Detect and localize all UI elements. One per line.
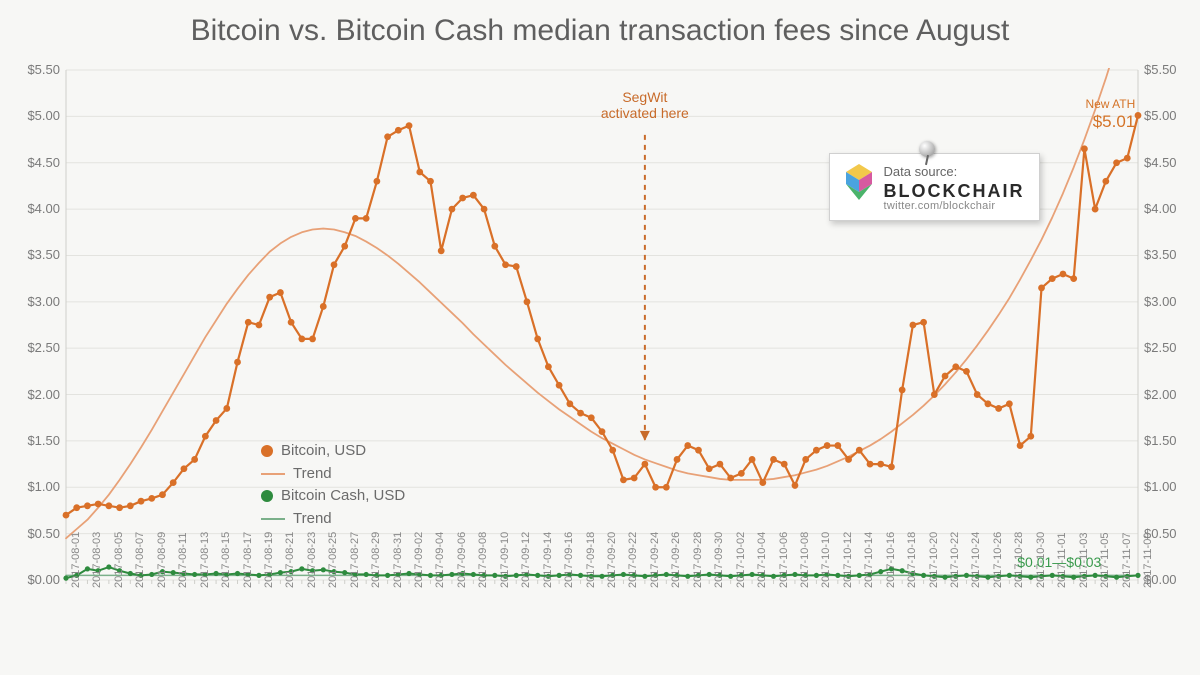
chart-svg <box>66 70 1138 580</box>
legend-label-bitcoin-trend: Trend <box>293 463 332 486</box>
annotation-new-ath-text: New ATH <box>1055 98 1135 112</box>
y-axis-label-right: $5.50 <box>1138 62 1177 77</box>
x-axis-label: 2017-08-25 <box>327 532 339 588</box>
annotation-bch-range: $0.01—$0.03 <box>1017 554 1101 570</box>
x-axis-label: 2017-09-02 <box>413 532 425 588</box>
x-axis-label: 2017-08-01 <box>70 532 82 588</box>
annotation-segwit: SegWit activated here <box>590 89 700 121</box>
x-axis-label: 2017-09-28 <box>692 532 704 588</box>
x-axis-label: 2017-09-24 <box>649 532 661 588</box>
annotation-new-ath-value: $5.01 <box>1055 112 1135 132</box>
blockchair-logo-icon <box>844 164 874 202</box>
x-axis-label: 2017-10-12 <box>842 532 854 588</box>
pushpin-icon <box>919 141 935 157</box>
legend-marker-bitcoin <box>261 445 273 457</box>
x-axis-label: 2017-10-26 <box>992 532 1004 588</box>
y-axis-label-left: $1.50 <box>27 433 66 448</box>
x-axis-label: 2017-10-16 <box>885 532 897 588</box>
annotation-new-ath: New ATH $5.01 <box>1055 98 1135 131</box>
y-axis-label-left: $2.00 <box>27 387 66 402</box>
x-axis-label: 2017-11-07 <box>1121 533 1133 588</box>
x-axis-label: 2017-11-09 <box>1142 533 1154 588</box>
chart-plot: $0.00$0.50$1.00$1.50$2.00$2.50$3.00$3.50… <box>66 70 1138 580</box>
y-axis-label-right: $4.50 <box>1138 155 1177 170</box>
y-axis-label-left: $1.00 <box>27 479 66 494</box>
x-axis-label: 2017-08-23 <box>306 532 318 588</box>
callout-handle: twitter.com/blockchair <box>884 200 1025 212</box>
y-axis-label-left: $5.50 <box>27 62 66 77</box>
x-axis-label: 2017-10-08 <box>799 532 811 588</box>
legend-label-bitcoin-cash-trend: Trend <box>293 508 332 531</box>
x-axis-label: 2017-09-12 <box>520 532 532 588</box>
callout-brand: BLOCKCHAIR <box>884 181 1025 202</box>
x-axis-label: 2017-08-29 <box>370 532 382 588</box>
x-axis-label: 2017-09-16 <box>563 532 575 588</box>
x-axis-label: 2017-09-26 <box>670 532 682 588</box>
x-axis-label: 2017-09-10 <box>499 532 511 588</box>
x-axis-label: 2017-08-13 <box>199 532 211 588</box>
x-axis-label: 2017-08-19 <box>263 532 275 588</box>
y-axis-label-left: $3.50 <box>27 247 66 262</box>
y-axis-label-right: $5.00 <box>1138 108 1177 123</box>
y-axis-label-left: $5.00 <box>27 108 66 123</box>
x-axis-label: 2017-08-27 <box>349 532 361 588</box>
x-axis-label: 2017-09-04 <box>434 532 446 588</box>
y-axis-label-left: $3.00 <box>27 294 66 309</box>
legend-marker-bitcoin-cash <box>261 490 273 502</box>
y-axis-label-left: $2.50 <box>27 340 66 355</box>
x-axis-label: 2017-09-18 <box>585 532 597 588</box>
legend-marker-bitcoin-cash-trend <box>261 518 285 520</box>
x-axis-label: 2017-10-06 <box>778 532 790 588</box>
y-axis-label-right: $1.00 <box>1138 479 1177 494</box>
x-axis-label: 2017-09-08 <box>477 532 489 588</box>
chart-title: Bitcoin vs. Bitcoin Cash median transact… <box>0 14 1200 48</box>
y-axis-label-right: $3.00 <box>1138 294 1177 309</box>
x-axis-label: 2017-08-03 <box>91 532 103 588</box>
annotation-segwit-line2: activated here <box>590 105 700 121</box>
x-axis-label: 2017-09-14 <box>542 532 554 588</box>
x-axis-label: 2017-08-21 <box>284 532 296 588</box>
x-axis-label: 2017-08-09 <box>156 532 168 588</box>
x-axis-label: 2017-08-11 <box>177 533 189 588</box>
legend-label-bitcoin: Bitcoin, USD <box>281 440 366 463</box>
x-axis-label: 2017-10-18 <box>906 532 918 588</box>
y-axis-label-left: $4.50 <box>27 155 66 170</box>
x-axis-label: 2017-10-24 <box>970 532 982 588</box>
x-axis-label: 2017-08-15 <box>220 532 232 588</box>
x-axis-label: 2017-09-30 <box>713 532 725 588</box>
x-axis-label: 2017-08-17 <box>242 532 254 588</box>
x-axis-label: 2017-09-22 <box>627 532 639 588</box>
x-axis-label: 2017-10-14 <box>863 532 875 588</box>
x-axis-label: 2017-10-04 <box>756 532 768 588</box>
x-axis-label: 2017-08-07 <box>134 532 146 588</box>
legend-label-bitcoin-cash: Bitcoin Cash, USD <box>281 485 405 508</box>
y-axis-label-right: $3.50 <box>1138 247 1177 262</box>
callout-title: Data source: <box>884 164 1025 179</box>
x-axis-label: 2017-10-02 <box>735 532 747 588</box>
annotation-segwit-line1: SegWit <box>590 89 700 105</box>
y-axis-label-left: $4.00 <box>27 201 66 216</box>
data-source-callout: Data source: BLOCKCHAIR twitter.com/bloc… <box>829 153 1040 221</box>
y-axis-label-right: $4.00 <box>1138 201 1177 216</box>
y-axis-label-left: $0.00 <box>27 572 66 587</box>
x-axis-label: 2017-09-20 <box>606 532 618 588</box>
x-axis-label: 2017-08-05 <box>113 532 125 588</box>
y-axis-label-right: $1.50 <box>1138 433 1177 448</box>
x-axis-label: 2017-09-06 <box>456 532 468 588</box>
y-axis-label-left: $0.50 <box>27 526 66 541</box>
legend-marker-bitcoin-trend <box>261 473 285 475</box>
x-axis-label: 2017-08-31 <box>392 532 404 588</box>
y-axis-label-right: $2.50 <box>1138 340 1177 355</box>
x-axis-label: 2017-10-22 <box>949 532 961 588</box>
x-axis-label: 2017-10-20 <box>928 532 940 588</box>
chart-legend: Bitcoin, USD Trend Bitcoin Cash, USD Tre… <box>261 440 405 530</box>
y-axis-label-right: $2.00 <box>1138 387 1177 402</box>
x-axis-label: 2017-10-10 <box>820 532 832 588</box>
